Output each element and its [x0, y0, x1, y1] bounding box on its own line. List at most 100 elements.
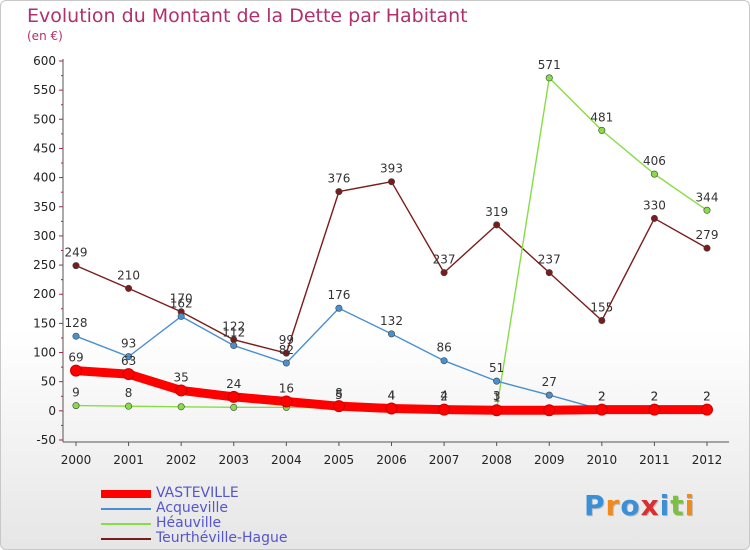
data-label: 376: [327, 172, 350, 186]
y-tick-label: 150: [33, 316, 56, 330]
data-point: [703, 206, 711, 214]
x-tick-label: 2000: [61, 453, 92, 467]
data-point: [650, 170, 658, 178]
x-tick-label: 2004: [271, 453, 302, 467]
x-tick-label: 2011: [639, 453, 670, 467]
data-point: [282, 349, 290, 357]
data-point: [387, 330, 395, 338]
data-point: [227, 390, 240, 403]
data-point: [490, 404, 503, 417]
data-label: 4: [440, 389, 448, 403]
y-tick-label: 350: [33, 200, 56, 214]
data-label: 4: [388, 389, 396, 403]
x-tick-label: 2007: [429, 453, 460, 467]
data-label: 571: [538, 58, 561, 72]
data-label: 237: [433, 253, 456, 267]
data-point: [545, 269, 553, 277]
data-label: 330: [643, 198, 666, 212]
data-label: 24: [226, 377, 241, 391]
data-label: 8: [335, 386, 343, 400]
data-label: 319: [485, 205, 508, 219]
legend-swatch: [101, 523, 151, 525]
y-tick-label: 600: [33, 54, 56, 68]
data-point: [72, 402, 80, 410]
data-point: [72, 262, 80, 270]
data-label: 279: [696, 228, 719, 242]
x-tick-label: 2001: [113, 453, 144, 467]
x-tick-label: 2005: [324, 453, 355, 467]
y-tick-label: 100: [33, 346, 56, 360]
legend-swatch: [101, 538, 151, 540]
data-label: 237: [538, 253, 561, 267]
data-point: [648, 403, 661, 416]
data-label: 162: [170, 296, 193, 310]
data-label: 4: [388, 389, 396, 403]
y-tick-label: 50: [41, 375, 56, 389]
data-point: [598, 126, 606, 134]
data-label: 5: [335, 388, 343, 402]
y-tick-label: 550: [33, 83, 56, 97]
data-point: [280, 395, 293, 408]
data-point: [282, 359, 290, 367]
data-point: [175, 384, 188, 397]
data-label: 170: [170, 292, 193, 306]
data-label: 2: [703, 390, 711, 404]
data-label: 9: [72, 386, 80, 400]
data-label: 155: [590, 300, 613, 314]
data-label: 393: [380, 162, 403, 176]
data-label: 63: [121, 354, 136, 368]
data-point: [230, 342, 238, 350]
data-label: 2: [598, 390, 606, 404]
data-point: [335, 304, 343, 312]
data-point: [703, 244, 711, 252]
data-point: [387, 178, 395, 186]
data-label: 2: [703, 390, 711, 404]
x-tick-label: 2009: [534, 453, 565, 467]
data-point: [177, 312, 185, 320]
data-label: 82: [279, 343, 294, 357]
legend-label: Héauville: [156, 515, 222, 531]
data-point: [125, 402, 133, 410]
x-tick-label: 2010: [587, 453, 618, 467]
x-tick-label: 2003: [218, 453, 249, 467]
data-label: 210: [117, 268, 140, 282]
series-line-héauville: [75, 77, 708, 410]
data-label: 93: [121, 337, 136, 351]
data-point: [385, 402, 398, 415]
data-point: [335, 188, 343, 196]
data-point: [493, 377, 501, 385]
legend-label: VASTEVILLE: [156, 485, 239, 501]
data-label: 344: [696, 190, 719, 204]
data-label: 3: [493, 389, 501, 403]
data-label: 2: [598, 390, 606, 404]
x-tick-label: 2008: [481, 453, 512, 467]
data-label: 69: [68, 351, 83, 365]
x-tick-label: 2002: [166, 453, 197, 467]
data-point: [70, 364, 82, 377]
x-tick-label: 2012: [692, 453, 723, 467]
y-tick-label: 300: [33, 229, 56, 243]
y-tick-label: -50: [36, 433, 56, 447]
data-label: 27: [542, 375, 557, 389]
y-tick-label: 0: [48, 404, 56, 418]
data-point: [125, 353, 133, 361]
data-point: [438, 403, 451, 416]
data-label: 2: [440, 390, 448, 404]
legend-label: Acqueville: [156, 500, 228, 516]
y-tick-label: 200: [33, 287, 56, 301]
data-label: 481: [590, 110, 613, 124]
data-point: [122, 368, 135, 381]
data-label: 122: [222, 320, 245, 334]
data-label: 1: [493, 390, 501, 404]
data-label: 8: [125, 386, 133, 400]
data-label: 132: [380, 314, 403, 328]
line-chart: -50 0 50 100 150 200 250 300 350 400 450 500 550 600 2…: [33, 54, 729, 467]
data-label: 99: [279, 333, 294, 347]
legend-swatch: [101, 508, 151, 510]
data-label: 16: [279, 382, 294, 396]
data-point: [177, 403, 185, 411]
data-label: 35: [174, 370, 189, 384]
data-label: 86: [436, 341, 451, 355]
chart-title: Evolution du Montant de la Dette par Hab…: [27, 5, 468, 27]
